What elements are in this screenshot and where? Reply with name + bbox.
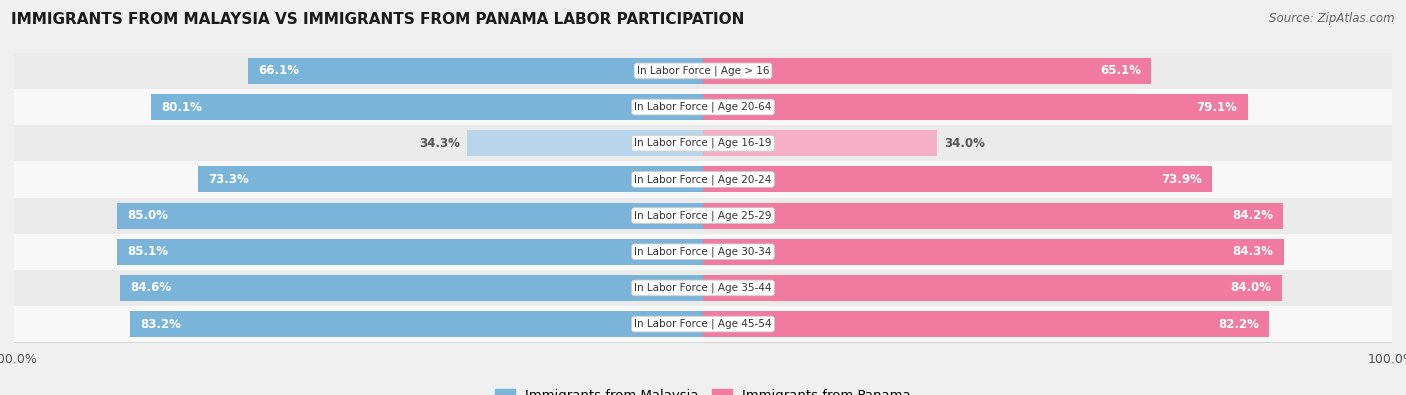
Text: IMMIGRANTS FROM MALAYSIA VS IMMIGRANTS FROM PANAMA LABOR PARTICIPATION: IMMIGRANTS FROM MALAYSIA VS IMMIGRANTS F… xyxy=(11,12,745,27)
Text: In Labor Force | Age 30-34: In Labor Force | Age 30-34 xyxy=(634,246,772,257)
Bar xyxy=(703,94,1249,120)
Text: 84.3%: 84.3% xyxy=(1233,245,1274,258)
Bar xyxy=(703,275,1282,301)
Bar xyxy=(14,161,1392,198)
Bar xyxy=(703,203,1284,229)
Text: In Labor Force | Age 16-19: In Labor Force | Age 16-19 xyxy=(634,138,772,149)
Bar xyxy=(14,53,1392,89)
Text: In Labor Force | Age 45-54: In Labor Force | Age 45-54 xyxy=(634,319,772,329)
Bar xyxy=(198,166,703,192)
Bar xyxy=(703,239,1284,265)
Bar xyxy=(14,125,1392,161)
Text: 85.1%: 85.1% xyxy=(127,245,169,258)
Legend: Immigrants from Malaysia, Immigrants from Panama: Immigrants from Malaysia, Immigrants fro… xyxy=(489,384,917,395)
Text: 83.2%: 83.2% xyxy=(141,318,181,331)
Bar xyxy=(152,94,703,120)
Bar xyxy=(703,311,1270,337)
Text: 79.1%: 79.1% xyxy=(1197,101,1237,114)
Bar xyxy=(14,234,1392,270)
Bar xyxy=(703,166,1212,192)
Bar xyxy=(467,130,703,156)
Text: 80.1%: 80.1% xyxy=(162,101,202,114)
Bar xyxy=(118,203,703,229)
Text: 65.1%: 65.1% xyxy=(1099,64,1142,77)
Text: 66.1%: 66.1% xyxy=(257,64,299,77)
Bar xyxy=(120,275,703,301)
Bar xyxy=(117,239,703,265)
Bar xyxy=(14,270,1392,306)
Text: Source: ZipAtlas.com: Source: ZipAtlas.com xyxy=(1270,12,1395,25)
Text: In Labor Force | Age 20-24: In Labor Force | Age 20-24 xyxy=(634,174,772,185)
Text: 85.0%: 85.0% xyxy=(128,209,169,222)
Text: 34.3%: 34.3% xyxy=(419,137,460,150)
Text: 73.9%: 73.9% xyxy=(1161,173,1202,186)
Text: 84.2%: 84.2% xyxy=(1232,209,1272,222)
Text: 84.6%: 84.6% xyxy=(131,281,172,294)
Bar xyxy=(247,58,703,84)
Bar xyxy=(14,198,1392,234)
Text: 34.0%: 34.0% xyxy=(945,137,986,150)
Text: 82.2%: 82.2% xyxy=(1218,318,1258,331)
Bar xyxy=(14,89,1392,125)
Text: In Labor Force | Age 25-29: In Labor Force | Age 25-29 xyxy=(634,210,772,221)
Bar xyxy=(14,306,1392,342)
Text: 84.0%: 84.0% xyxy=(1230,281,1271,294)
Bar xyxy=(703,58,1152,84)
Text: In Labor Force | Age 35-44: In Labor Force | Age 35-44 xyxy=(634,283,772,293)
Bar xyxy=(703,130,938,156)
Text: In Labor Force | Age 20-64: In Labor Force | Age 20-64 xyxy=(634,102,772,112)
Text: In Labor Force | Age > 16: In Labor Force | Age > 16 xyxy=(637,66,769,76)
Text: 73.3%: 73.3% xyxy=(208,173,249,186)
Bar xyxy=(129,311,703,337)
